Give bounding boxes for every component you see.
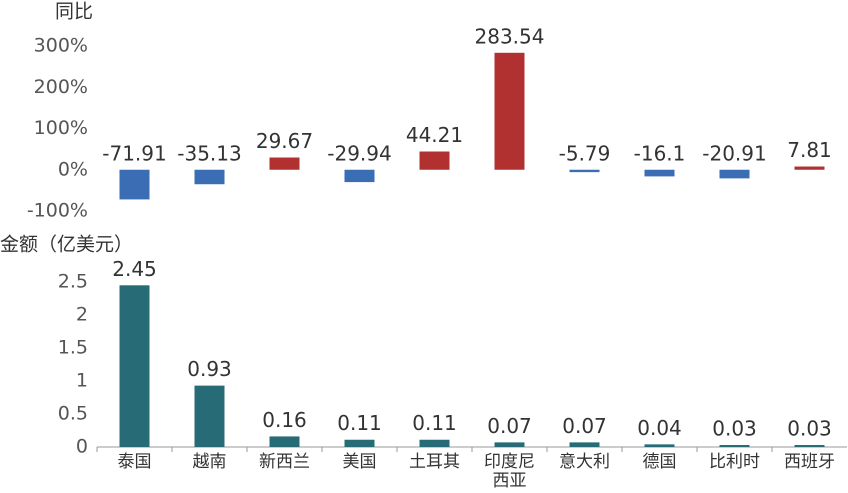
bar — [494, 52, 525, 170]
y-tick-label: 2 — [76, 304, 88, 326]
y-tick-label: 200% — [34, 76, 88, 98]
bar — [494, 442, 525, 447]
data-label: 0.03 — [787, 417, 832, 441]
data-label: 29.67 — [256, 129, 313, 153]
data-label: 0.16 — [262, 408, 307, 432]
data-label: -35.13 — [177, 141, 241, 165]
y-axis-title: 同比 — [55, 1, 93, 23]
y-tick-label: 0.5 — [58, 403, 88, 425]
x-tick-label: 美国 — [342, 452, 377, 472]
x-tick-label: 新西兰 — [259, 452, 310, 472]
data-label: -16.1 — [634, 141, 686, 165]
data-label: 2.45 — [112, 257, 157, 281]
data-label: 0.11 — [337, 411, 382, 435]
x-tick-label: 德国 — [642, 452, 677, 472]
data-label: 44.21 — [406, 123, 463, 147]
y-tick-label: 0% — [58, 158, 88, 180]
bar — [419, 439, 450, 447]
x-tick-label: 西班牙 — [784, 452, 835, 472]
bar — [119, 169, 150, 200]
data-label: 0.93 — [187, 357, 232, 381]
bar — [269, 436, 300, 447]
data-label: 0.03 — [712, 417, 757, 441]
x-tick-label: 印度尼西亚 — [484, 452, 535, 491]
bar — [719, 445, 750, 447]
data-label: 0.11 — [412, 411, 457, 435]
x-tick-label: 土耳其 — [409, 452, 460, 472]
x-tick-label: 越南 — [192, 452, 227, 472]
data-label: -5.79 — [559, 141, 611, 165]
bar — [419, 151, 450, 170]
bar — [644, 169, 675, 177]
x-tick-label: 比利时 — [709, 452, 760, 472]
y-tick-label: 2.5 — [58, 271, 88, 293]
data-label: 0.04 — [637, 416, 682, 440]
bar — [569, 169, 600, 173]
y-tick-label: -100% — [27, 200, 88, 222]
data-label: 7.81 — [787, 138, 832, 162]
x-tick-label: 意大利 — [559, 452, 610, 472]
y-tick-label: 100% — [34, 117, 88, 139]
bar — [644, 444, 675, 447]
y-tick-label: 300% — [34, 35, 88, 57]
bar — [194, 385, 225, 447]
data-label: 283.54 — [475, 24, 545, 48]
bar — [719, 169, 750, 179]
bar — [794, 445, 825, 447]
bar — [569, 442, 600, 447]
bar — [344, 169, 375, 183]
data-label: -71.91 — [102, 141, 166, 165]
bar — [794, 166, 825, 170]
bar — [344, 439, 375, 447]
bar — [194, 169, 225, 185]
bar — [119, 285, 150, 447]
y-tick-label: 1 — [76, 370, 88, 392]
y-axis-title: 金额（亿美元） — [0, 234, 133, 256]
y-tick-label: 0 — [76, 436, 88, 458]
data-label: 0.07 — [487, 414, 532, 438]
y-tick-label: 1.5 — [58, 337, 88, 359]
data-label: -20.91 — [702, 141, 766, 165]
x-tick-label: 泰国 — [117, 452, 152, 472]
data-label: 0.07 — [562, 414, 607, 438]
data-label: -29.94 — [327, 141, 391, 165]
bar — [269, 157, 300, 170]
